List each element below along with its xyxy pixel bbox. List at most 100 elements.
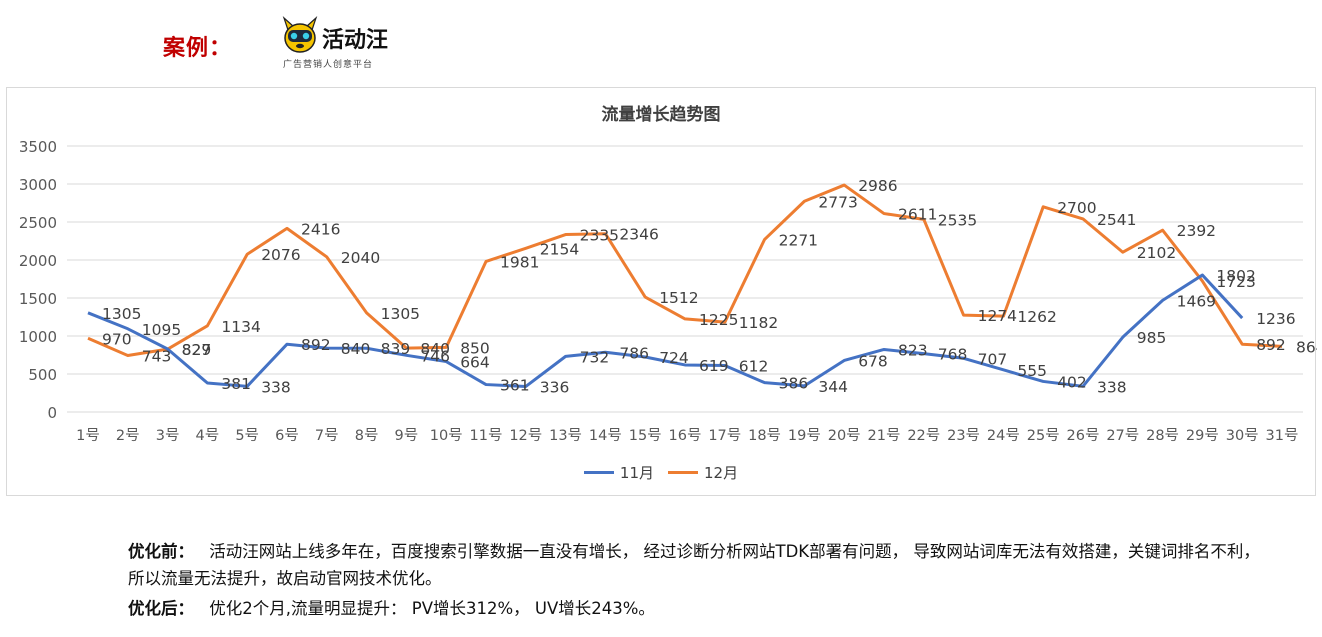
series-line-dec: [87, 183, 1283, 358]
data-label: 664: [460, 354, 490, 372]
x-tick-label: 30号: [1226, 428, 1259, 444]
data-label: 2773: [818, 193, 857, 211]
data-label: 2271: [779, 231, 818, 249]
y-tick-label: 3500: [19, 138, 57, 156]
data-label: 2392: [1177, 222, 1216, 240]
data-label: 864: [1296, 338, 1317, 356]
data-label: 2700: [1057, 199, 1096, 217]
chart-legend: 11月 12月: [7, 462, 1315, 483]
brand-logo: 活动汪 广告营销人创意平台: [280, 16, 392, 72]
x-tick-label: 16号: [669, 428, 702, 444]
y-tick-label: 2500: [19, 214, 57, 232]
data-label: 402: [1057, 373, 1087, 391]
data-label: 2541: [1097, 211, 1136, 229]
x-tick-label: 1号: [76, 428, 100, 444]
x-tick-label: 3号: [156, 428, 180, 444]
data-label: 1469: [1177, 292, 1216, 310]
legend-item-dec: 12月: [668, 462, 738, 483]
data-label: 2346: [619, 226, 658, 244]
data-label: 743: [142, 348, 172, 366]
y-tick-label: 1000: [19, 328, 57, 346]
data-label: 2535: [938, 211, 977, 229]
series-line-nov: [87, 273, 1244, 388]
case-label: 案例：: [163, 36, 233, 61]
data-label: 338: [1097, 378, 1127, 396]
legend-label-nov: 11月: [619, 464, 654, 482]
data-label: 1095: [142, 321, 181, 339]
data-label: 892: [1256, 336, 1286, 354]
data-label: 1236: [1256, 310, 1295, 328]
x-tick-label: 6号: [275, 428, 299, 444]
data-label: 1802: [1216, 267, 1255, 285]
x-tick-label: 11号: [470, 428, 503, 444]
data-label: 724: [659, 349, 689, 367]
traffic-trend-chart: 流量增长趋势图 0 500 1000 1500 2000 2500 3000 3500 1号 2号…: [6, 87, 1317, 496]
x-tick-label: 25号: [1027, 428, 1060, 444]
data-label: 829: [182, 341, 212, 359]
data-label: 619: [699, 357, 729, 375]
data-label: 555: [1017, 362, 1047, 380]
x-tick-label: 15号: [629, 428, 662, 444]
before-text: 活动汪网站上线多年在，百度搜索引擎数据一直没有增长， 经过诊断分析网站TDK部署…: [128, 542, 1260, 588]
case-description: 优化前： 活动汪网站上线多年在，百度搜索引擎数据一直没有增长， 经过诊断分析网站…: [128, 538, 1268, 622]
x-tick-label: 14号: [589, 428, 622, 444]
data-label: 2076: [261, 246, 300, 264]
data-label: 1134: [221, 318, 260, 336]
legend-swatch-dec: [668, 471, 698, 474]
x-tick-label: 26号: [1067, 428, 1100, 444]
after-optimization: 优化后： 优化2个月,流量明显提升： PV增长312%， UV增长243%。: [128, 595, 1268, 622]
data-label: 746: [420, 347, 450, 365]
x-tick-label: 9号: [395, 428, 419, 444]
legend-swatch-nov: [583, 471, 614, 474]
x-tick-label: 24号: [987, 428, 1020, 444]
x-tick-label: 17号: [708, 428, 741, 444]
data-label: 1182: [739, 314, 778, 332]
data-label: 2335: [580, 227, 619, 245]
data-label: 1305: [381, 305, 420, 323]
x-tick-label: 21号: [868, 428, 901, 444]
x-tick-label: 8号: [355, 428, 379, 444]
data-label: 2040: [341, 249, 380, 267]
data-label: 1225: [699, 311, 738, 329]
x-tick-label: 18号: [748, 428, 781, 444]
x-tick-label: 23号: [947, 428, 980, 444]
after-label: 优化后：: [128, 599, 194, 618]
x-tick-label: 13号: [549, 428, 582, 444]
before-optimization: 优化前： 活动汪网站上线多年在，百度搜索引擎数据一直没有增长， 经过诊断分析网站…: [128, 538, 1268, 592]
data-label: 361: [500, 377, 530, 395]
x-tick-label: 19号: [788, 428, 821, 444]
y-tick-label: 2000: [19, 252, 57, 270]
data-label: 840: [341, 340, 371, 358]
data-label: 892: [301, 336, 331, 354]
chart-title: 流量增长趋势图: [601, 105, 721, 125]
before-label: 优化前：: [128, 542, 194, 561]
data-label: 1262: [1017, 308, 1056, 326]
data-label: 707: [978, 350, 1008, 368]
data-label: 1981: [500, 253, 539, 271]
y-tick-label: 1500: [19, 290, 57, 308]
x-tick-label: 22号: [907, 428, 940, 444]
x-tick-label: 28号: [1146, 428, 1179, 444]
data-label: 344: [818, 378, 848, 396]
data-label: 2154: [540, 240, 579, 258]
chart-plot-area: 0 500 1000 1500 2000 2500 3000 3500 1号 2号 3号 4号 5号 6号…: [19, 138, 1317, 444]
x-tick-label: 4号: [196, 428, 220, 444]
x-tick-label: 10号: [430, 428, 463, 444]
data-label: 386: [779, 375, 809, 393]
data-label: 338: [261, 378, 291, 396]
legend-item-nov: 11月: [583, 462, 654, 483]
data-label: 1512: [659, 289, 698, 307]
y-tick-label: 500: [28, 366, 57, 384]
y-tick-label: 3000: [19, 176, 57, 194]
legend-label-dec: 12月: [704, 464, 739, 482]
logo-name: 活动汪: [322, 28, 389, 53]
data-label: 612: [739, 357, 769, 375]
data-label: 381: [221, 375, 251, 393]
data-label: 985: [1137, 329, 1167, 347]
data-label: 678: [858, 352, 888, 370]
data-label: 839: [381, 340, 411, 358]
data-label: 786: [619, 344, 649, 362]
data-label: 827: [182, 341, 212, 359]
data-label: 823: [898, 341, 928, 359]
after-text: 优化2个月,流量明显提升： PV增长312%， UV增长243%。: [209, 599, 655, 618]
